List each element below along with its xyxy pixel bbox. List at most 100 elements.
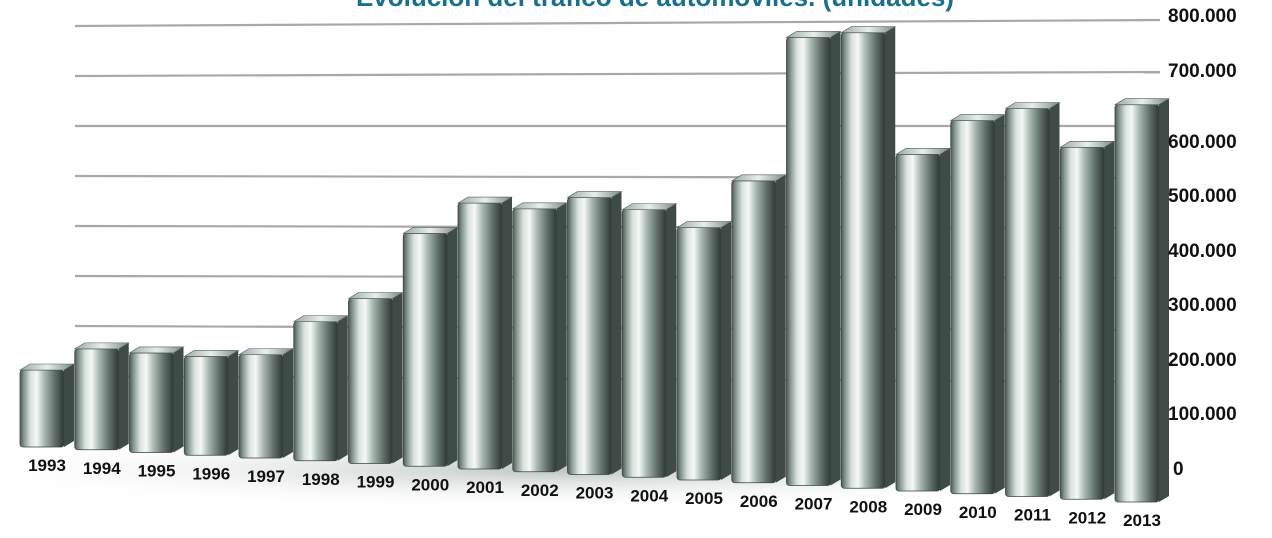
bar — [347, 292, 404, 464]
bar — [511, 202, 568, 473]
bar-top — [730, 174, 787, 182]
x-tick-label: 2008 — [849, 497, 887, 516]
x-tick-label: 1993 — [28, 456, 66, 475]
bar-front — [183, 356, 229, 456]
gridline — [74, 70, 1161, 78]
y-tick-label: 800.000 — [1168, 6, 1237, 27]
y-axis-ticks: 0 100.000 200.000 300.000 400.000 500.000 600.… — [1168, 6, 1237, 480]
bar-top — [675, 221, 733, 228]
chart-title-group: Evolución del tráfico de automóviles. (u… — [356, 0, 954, 12]
bar — [1004, 102, 1061, 497]
bar — [566, 191, 623, 475]
x-tick-label: 2001 — [466, 478, 504, 497]
bar-front — [895, 153, 941, 492]
x-tick-label: 2005 — [685, 489, 723, 508]
bar-side — [994, 114, 1005, 494]
bar — [785, 31, 842, 486]
bar-top — [183, 350, 240, 357]
x-tick-label: 2006 — [740, 492, 778, 511]
bar — [292, 315, 349, 462]
bar-top — [237, 348, 295, 355]
bar-top — [128, 346, 185, 354]
bar — [840, 26, 897, 489]
bar-side — [1049, 102, 1060, 497]
y-tick-label: 400.000 — [1168, 241, 1237, 262]
x-tick-label: 2012 — [1068, 508, 1106, 527]
bar-front — [238, 354, 284, 459]
bar-front — [293, 321, 339, 462]
bar-side — [830, 31, 841, 486]
y-tick-label: 200.000 — [1168, 350, 1237, 371]
bar-front — [457, 202, 503, 470]
bar-front — [1005, 108, 1050, 497]
bar — [1113, 98, 1171, 503]
x-tick-label: 2009 — [904, 500, 942, 519]
bar — [18, 363, 76, 448]
y-tick-label: 0 — [1173, 459, 1184, 480]
bar-top — [566, 191, 623, 198]
bar-side — [337, 315, 348, 461]
bar-side — [447, 227, 458, 467]
bar — [73, 342, 130, 451]
bar — [128, 346, 185, 453]
bar-top — [894, 148, 952, 155]
bar-front — [19, 369, 65, 448]
bar-side — [64, 364, 74, 447]
bar-front — [129, 352, 174, 453]
bar-front — [731, 180, 777, 484]
bar-top — [1059, 140, 1116, 148]
bar-top — [347, 292, 404, 299]
chart-title: Evolución del tráfico de automóviles. (u… — [356, 0, 954, 12]
bar-front — [840, 32, 886, 489]
y-tick-label: 300.000 — [1168, 295, 1237, 316]
bar-side — [611, 191, 622, 475]
bar — [402, 227, 459, 467]
bar-top — [949, 114, 1006, 121]
bar-top — [292, 315, 349, 322]
bar-front — [676, 227, 722, 481]
bars — [18, 26, 1171, 503]
x-tick-label: 2002 — [521, 481, 559, 500]
bar-side — [721, 221, 731, 481]
bar-top — [18, 363, 76, 371]
bar-side — [775, 174, 786, 483]
bar-top — [785, 31, 842, 38]
bar — [621, 203, 678, 478]
x-tick-label: 2007 — [795, 495, 833, 514]
x-tick-label: 1994 — [83, 459, 121, 478]
bar — [183, 350, 240, 456]
y-tick-label: 100.000 — [1168, 404, 1237, 425]
bar-front — [786, 36, 831, 486]
x-tick-label: 2010 — [959, 503, 997, 522]
bar-side — [392, 292, 403, 464]
bar-front — [74, 348, 120, 451]
bar-top — [73, 342, 130, 350]
bar-front — [348, 298, 393, 464]
bar — [237, 348, 295, 459]
bar-top — [621, 203, 678, 210]
bar-side — [1159, 98, 1169, 502]
bar-side — [118, 342, 129, 450]
x-tick-label: 2011 — [1014, 506, 1051, 525]
bar-side — [173, 346, 184, 453]
x-tick-label: 2013 — [1123, 511, 1161, 530]
bar — [730, 174, 787, 484]
bar-top — [1004, 102, 1061, 109]
x-tick-label: 2004 — [630, 486, 668, 505]
x-axis-ticks: 1993 1994 1995 1996 1997 1998 1999 2000 2001 2002… — [28, 456, 1161, 530]
bar-front — [950, 120, 996, 495]
bar — [675, 221, 733, 481]
bar-top — [840, 26, 897, 33]
y-tick-label: 700.000 — [1168, 61, 1237, 82]
x-tick-label: 1999 — [357, 473, 395, 492]
x-tick-label: 2003 — [576, 484, 614, 503]
bar — [1059, 140, 1116, 500]
bar-side — [502, 197, 512, 469]
x-tick-label: 1998 — [302, 470, 340, 489]
y-tick-label: 500.000 — [1168, 186, 1237, 207]
bar-side — [666, 203, 677, 478]
bar — [949, 114, 1006, 495]
bar-side — [556, 202, 567, 472]
